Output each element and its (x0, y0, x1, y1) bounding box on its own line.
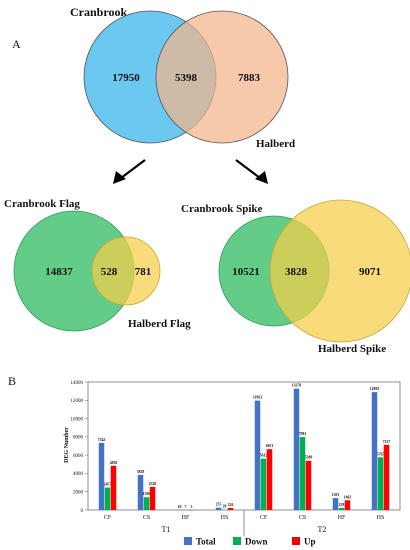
data-label: 4838 (110, 461, 118, 465)
data-label: 7981 (299, 432, 307, 436)
x-tick-label: HS (221, 515, 229, 521)
x-tick-label: CF (260, 515, 268, 521)
arrow-down-right (235, 159, 268, 184)
bar-down (260, 458, 267, 510)
y-tick-label: 10000 (71, 417, 84, 422)
y-tick-label: 14000 (71, 381, 84, 386)
bar-total (215, 507, 222, 510)
bar-total (371, 392, 378, 510)
legend-label-total: Total (196, 537, 216, 547)
panel-a-letter: A (12, 37, 21, 51)
bar-down (143, 497, 150, 510)
group-label: T1 (162, 525, 171, 534)
halberd-label: Halberd (256, 138, 295, 150)
bar-up (227, 507, 234, 510)
arrow-down-left (113, 159, 146, 184)
data-label: 29 (223, 505, 227, 509)
bar-down (299, 437, 306, 510)
group-label: T2 (318, 525, 327, 534)
data-label: 7342 (98, 438, 106, 442)
x-tick-label: CF (104, 515, 112, 521)
cranbrook-spike-label: Cranbrook Spike (181, 203, 263, 215)
legend-label-down: Down (245, 537, 268, 547)
data-label: 2457 (104, 483, 112, 487)
cranbrook-label: Cranbrook (70, 5, 127, 19)
venn-flag: 14837 528 781 (13, 210, 161, 332)
data-label: 11963 (253, 396, 262, 400)
bar-down (104, 487, 111, 510)
bar-total (293, 388, 300, 510)
venn-top-left-count: 17950 (112, 72, 140, 84)
bar-up (110, 465, 117, 510)
data-label: 5389 (305, 456, 313, 460)
bar-up (305, 460, 312, 510)
legend-swatch-up (292, 537, 300, 545)
data-label: 3 (191, 505, 193, 509)
bar-down (377, 457, 384, 510)
x-tick-label: CS (143, 515, 150, 521)
data-label: 5765 (377, 452, 385, 456)
bar-total (332, 498, 339, 510)
venn-top-right-count: 7883 (238, 72, 261, 84)
venn-flag-left-count: 14837 (45, 266, 73, 278)
bar-chart: 0 2000 4000 6000 8000 10000 12000 14000 7342 2457… (71, 381, 401, 547)
data-label: 13270 (292, 384, 302, 388)
venn-flag-overlap-count: 528 (101, 266, 118, 278)
venn-flag-right-count: 781 (135, 266, 152, 278)
data-label: 226 (228, 503, 234, 507)
data-label: 1396 (143, 492, 151, 496)
x-tick-label: CS (299, 515, 306, 521)
data-label: 2528 (149, 482, 157, 486)
data-label: 6651 (266, 444, 274, 448)
venn-top: 17950 5398 7883 (83, 10, 289, 144)
data-label: 7 (185, 505, 187, 509)
legend-swatch-total (184, 537, 192, 545)
bar-total (137, 474, 144, 510)
y-axis-label: DEG Number (64, 427, 70, 463)
data-label: 3838 (137, 470, 145, 474)
bar-up (344, 500, 351, 510)
x-tick-label: HF (182, 515, 190, 521)
y-tick-label: 0 (81, 509, 84, 514)
bar-up (149, 486, 156, 510)
venn-spike-right-count: 9071 (359, 266, 381, 278)
halberd-spike-label: Halberd Spike (318, 343, 386, 355)
data-label: 7127 (383, 440, 391, 444)
y-tick-label: 8000 (73, 436, 84, 441)
cranbrook-flag-label: Cranbrook Flag (4, 198, 80, 210)
halberd-flag-label: Halberd Flag (128, 318, 191, 330)
bar-down (338, 507, 345, 510)
bar-up (266, 449, 273, 510)
venn-spike: 10521 3828 9071 (218, 199, 410, 343)
venn-top-halberd-circle (155, 10, 289, 144)
data-label: 12892 (370, 387, 380, 391)
panel-b-letter: B (8, 374, 16, 388)
x-tick-label: HS (377, 515, 385, 521)
bar-up (383, 444, 390, 510)
venn-flag-halberd-circle (91, 236, 161, 306)
data-label: 5612 (260, 454, 268, 458)
y-tick-label: 12000 (71, 399, 84, 404)
x-tick-label: HF (338, 515, 346, 521)
data-label: 1063 (344, 495, 352, 499)
bar-total (254, 400, 261, 510)
plot-frame (87, 381, 401, 511)
venn-spike-left-count: 10521 (232, 266, 260, 278)
bar-total (98, 442, 105, 510)
y-tick-label: 2000 (73, 491, 84, 496)
venn-spike-overlap-count: 3828 (285, 266, 308, 278)
y-tick-label: 6000 (73, 454, 84, 459)
data-label: 10 (178, 505, 182, 509)
legend-label-up: Up (304, 537, 316, 547)
data-label: 238 (339, 503, 345, 507)
legend-swatch-down (233, 537, 241, 545)
y-tick-label: 4000 (73, 472, 84, 477)
data-label: 255 (216, 503, 222, 507)
data-label: 1301 (332, 493, 340, 497)
venn-top-overlap-count: 5398 (175, 72, 198, 84)
venn-spike-halberd-circle (269, 199, 410, 343)
